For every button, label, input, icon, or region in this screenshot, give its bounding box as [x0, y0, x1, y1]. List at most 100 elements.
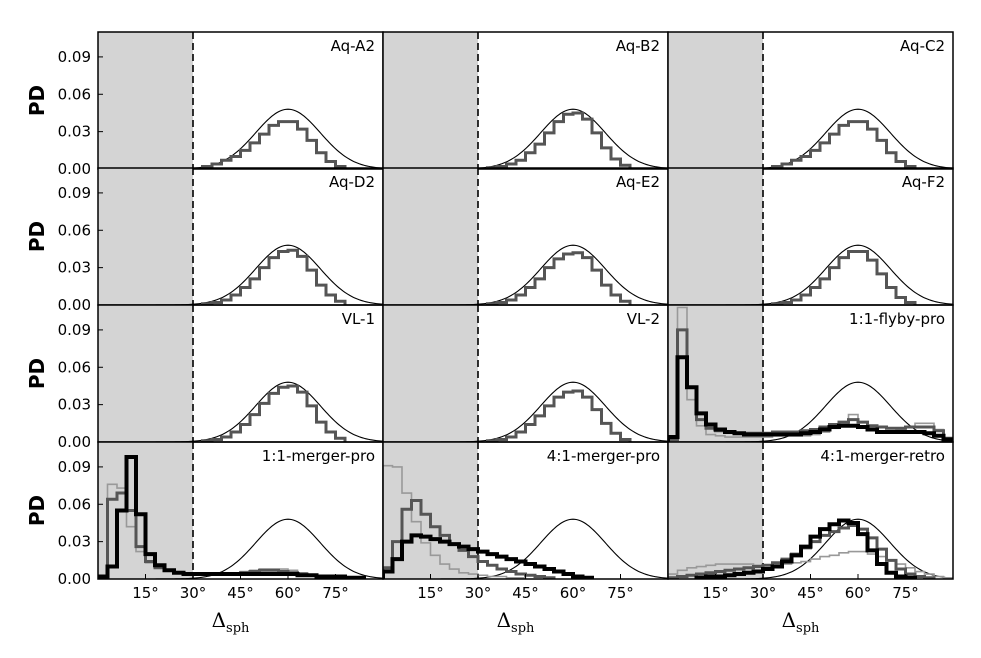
panel-label: 1:1-merger-pro	[262, 447, 375, 465]
panel-4: Aq-D2 0.00 0.03 0.06 0.09 PD	[25, 167, 384, 314]
histogram-dark	[771, 249, 917, 305]
shaded-region	[668, 305, 763, 442]
panel-10: 1:1-merger-pro 0.00 0.03 0.06 0.09 PD 15° 30° 45…	[25, 441, 384, 636]
panel-1: Aq-A2 0.00 0.03 0.06 0.09 PD	[25, 31, 384, 178]
y-tick-label: 0.09	[58, 321, 91, 339]
panel-8: VL-2	[382, 304, 669, 443]
y-tick-label: 0.00	[58, 433, 91, 451]
histogram-dark	[201, 120, 347, 169]
x-tick-label: 45°	[227, 584, 254, 602]
histogram-light	[383, 464, 527, 579]
x-axis-label-main: Δ	[497, 608, 511, 632]
x-tick-label: 45°	[512, 584, 539, 602]
panel-label: 4:1-merger-pro	[547, 447, 660, 465]
y-tick-label: 0.03	[58, 396, 91, 414]
y-tick-label: 0.06	[58, 358, 91, 376]
panel-frame	[667, 31, 954, 170]
y-axis-label: PD	[25, 85, 49, 116]
reference-curve	[668, 381, 953, 442]
y-tick-label: 0.00	[58, 296, 91, 314]
x-tick-label: 15°	[417, 584, 444, 602]
reference-curve	[98, 381, 383, 442]
x-tick-label: 30°	[465, 584, 492, 602]
reference-curve	[668, 244, 953, 305]
panel-3: Aq-C2	[667, 31, 954, 170]
y-axis-label: PD	[25, 358, 49, 389]
panel-9: 1:1-flyby-pro	[667, 304, 954, 443]
histogram-light	[668, 550, 953, 579]
reference-curve	[98, 244, 383, 305]
shaded-region	[668, 168, 763, 305]
x-tick-label: 15°	[702, 584, 729, 602]
shaded-region	[98, 32, 193, 169]
x-axis-label: Δsph	[212, 608, 250, 636]
x-tick-label: 30°	[750, 584, 777, 602]
histogram-black	[668, 355, 953, 442]
histogram-dark	[486, 111, 632, 169]
y-tick-label: 0.06	[58, 85, 91, 103]
y-tick-label: 0.03	[58, 533, 91, 551]
shaded-region	[668, 32, 763, 169]
histogram-black	[383, 533, 594, 579]
x-tick-label: 75°	[322, 584, 349, 602]
y-tick-label: 0.03	[58, 259, 91, 277]
y-axis-label: PD	[25, 221, 49, 252]
shaded-region	[383, 168, 478, 305]
reference-curve	[383, 381, 668, 442]
y-tick-label: 0.06	[58, 221, 91, 239]
panel-2: Aq-B2	[382, 31, 669, 170]
panel-5: Aq-E2	[382, 167, 669, 306]
y-axis-label: PD	[25, 495, 49, 526]
reference-curve	[98, 518, 383, 579]
histogram-dark	[201, 384, 347, 442]
panel-11: 4:1-merger-pro 15° 30° 45° 60° 75° Δsph	[382, 441, 669, 636]
panel-12: 4:1-merger-retro 15° 30° 45° 60° 75° Δsph	[667, 441, 954, 636]
shaded-region	[383, 305, 478, 442]
y-tick-label: 0.09	[58, 458, 91, 476]
panel-label: Aq-C2	[900, 37, 945, 55]
panel-label: Aq-B2	[616, 37, 660, 55]
x-axis-label-sub: sph	[226, 621, 250, 636]
x-axis-label-main: Δ	[782, 608, 796, 632]
panel-7: VL-1 0.00 0.03 0.06 0.09 PD	[25, 304, 384, 451]
x-tick-label: 60°	[275, 584, 302, 602]
shaded-region	[383, 442, 478, 579]
x-tick-label: 30°	[180, 584, 207, 602]
shaded-region	[383, 32, 478, 169]
histogram-dark	[486, 389, 632, 442]
shaded-region	[98, 168, 193, 305]
histogram-black	[98, 454, 366, 579]
panel-label: Aq-E2	[616, 173, 660, 191]
panel-label: VL-1	[342, 310, 375, 328]
x-axis-label-sub: sph	[796, 621, 820, 636]
x-tick-label: 75°	[607, 584, 634, 602]
y-tick-label: 0.03	[58, 123, 91, 141]
shaded-region	[98, 305, 193, 442]
y-tick-label: 0.09	[58, 184, 91, 202]
panel-label: 1:1-flyby-pro	[849, 310, 945, 328]
x-axis-label-sub: sph	[511, 621, 535, 636]
x-axis-label: Δsph	[782, 608, 820, 636]
histogram-dark	[201, 248, 347, 305]
y-tick-label: 0.00	[58, 570, 91, 588]
panel-label: Aq-F2	[902, 173, 945, 191]
histogram-black	[694, 518, 917, 579]
reference-curve	[668, 108, 953, 169]
reference-curve	[383, 518, 668, 579]
histogram-dark	[486, 251, 632, 305]
y-tick-label: 0.00	[58, 160, 91, 178]
reference-curve	[383, 108, 668, 169]
x-tick-label: 15°	[132, 584, 159, 602]
panel-label: Aq-A2	[331, 37, 375, 55]
shaded-region	[668, 442, 763, 579]
histogram-dark	[668, 328, 953, 442]
x-axis-label: Δsph	[497, 608, 535, 636]
x-tick-label: 60°	[845, 584, 872, 602]
reference-curve	[383, 244, 668, 305]
x-tick-label: 75°	[892, 584, 919, 602]
panel-label: VL-2	[627, 310, 660, 328]
panel-label: 4:1-merger-retro	[820, 447, 945, 465]
y-tick-label: 0.06	[58, 495, 91, 513]
x-tick-label: 60°	[560, 584, 587, 602]
